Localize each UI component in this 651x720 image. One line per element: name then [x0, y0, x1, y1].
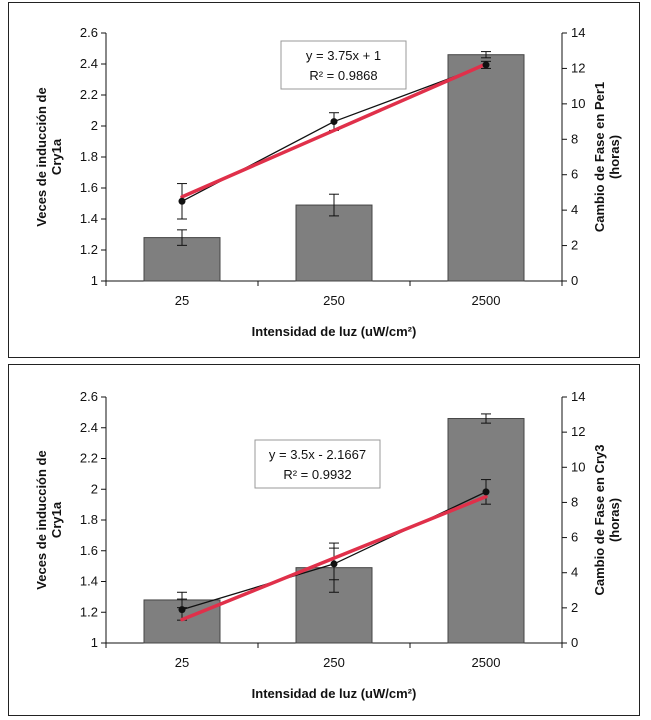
- right-tick-label: 14: [571, 25, 585, 40]
- left-y-axis-title: Veces de inducción deCry1a: [34, 87, 64, 226]
- right-tick-label: 8: [571, 494, 578, 509]
- left-tick-label: 2.4: [80, 420, 98, 435]
- right-tick-label: 12: [571, 424, 585, 439]
- left-tick-label: 1.2: [80, 604, 98, 619]
- trendline: [180, 494, 488, 622]
- data-point: [178, 197, 186, 205]
- right-y-axis-title: Cambio de Fase en Per1(horas): [592, 82, 622, 232]
- right-tick-label: 8: [571, 131, 578, 146]
- left-tick-label: 2: [91, 481, 98, 496]
- chart-bottom: 1 1.2 1.4 1.6 1.8 2 2.2 2.4 2.6 0 2 4 6 8 10 12 14 25 250 2…: [34, 389, 622, 701]
- left-tick-label: 2.2: [80, 451, 98, 466]
- left-tick-label: 2.2: [80, 87, 98, 102]
- bar: [447, 418, 525, 644]
- trendline: [180, 62, 488, 199]
- left-tick-label: 1.4: [80, 211, 98, 226]
- x-tick-label: 250: [323, 655, 345, 670]
- trendline-equation: y = 3.75x + 1: [306, 48, 381, 63]
- x-tick-label: 25: [175, 293, 189, 308]
- left-tick-label: 1.2: [80, 242, 98, 257]
- left-tick-label: 1: [91, 635, 98, 650]
- equation-box: [254, 439, 381, 489]
- trendline-equation: y = 3.5x - 2.1667: [269, 447, 366, 462]
- chart-panel-top: 1 1.2 1.4 1.6 1.8 2 2.2 2.4 2.6 0 2 4 6 8 10 12 14 25 250 2…: [8, 2, 640, 358]
- left-tick-label: 2.6: [80, 389, 98, 404]
- data-point: [330, 118, 338, 126]
- data-point: [178, 606, 186, 614]
- right-tick-label: 14: [571, 389, 585, 404]
- bar: [447, 54, 525, 282]
- right-y-axis-title: Cambio de Fase en Cry3(horas): [592, 445, 622, 596]
- x-tick-label: 25: [175, 655, 189, 670]
- right-tick-label: 2: [571, 600, 578, 615]
- data-point: [330, 560, 338, 568]
- data-point: [482, 488, 490, 496]
- x-tick-label: 2500: [472, 293, 501, 308]
- right-tick-label: 4: [571, 202, 578, 217]
- data-point: [482, 61, 490, 69]
- r-squared-label: R² = 0.9932: [283, 467, 351, 482]
- left-tick-label: 2.6: [80, 25, 98, 40]
- bar: [295, 204, 373, 282]
- left-tick-label: 2.4: [80, 56, 98, 71]
- right-tick-label: 6: [571, 530, 578, 545]
- left-tick-label: 1: [91, 273, 98, 288]
- equation-box: [280, 40, 407, 90]
- right-tick-label: 10: [571, 459, 585, 474]
- x-axis-title: Intensidad de luz (uW/cm²): [252, 686, 417, 701]
- chart-top: 1 1.2 1.4 1.6 1.8 2 2.2 2.4 2.6 0 2 4 6 8 10 12 14 25 250 2…: [34, 25, 622, 339]
- right-tick-label: 0: [571, 273, 578, 288]
- left-tick-label: 1.6: [80, 180, 98, 195]
- left-y-axis-title: Veces de inducción deCry1a: [34, 450, 64, 589]
- left-tick-label: 2: [91, 118, 98, 133]
- left-tick-label: 1.4: [80, 574, 98, 589]
- left-tick-label: 1.8: [80, 512, 98, 527]
- x-axis-title: Intensidad de luz (uW/cm²): [252, 324, 417, 339]
- right-tick-label: 2: [571, 238, 578, 253]
- left-tick-label: 1.6: [80, 543, 98, 558]
- right-tick-label: 12: [571, 60, 585, 75]
- x-tick-label: 2500: [472, 655, 501, 670]
- right-tick-label: 10: [571, 96, 585, 111]
- left-tick-label: 1.8: [80, 149, 98, 164]
- r-squared-label: R² = 0.9868: [309, 68, 377, 83]
- x-tick-label: 250: [323, 293, 345, 308]
- right-tick-label: 6: [571, 167, 578, 182]
- right-tick-label: 0: [571, 635, 578, 650]
- chart-panel-bottom: 1 1.2 1.4 1.6 1.8 2 2.2 2.4 2.6 0 2 4 6 8 10 12 14 25 250 2…: [8, 364, 640, 716]
- right-tick-label: 4: [571, 565, 578, 580]
